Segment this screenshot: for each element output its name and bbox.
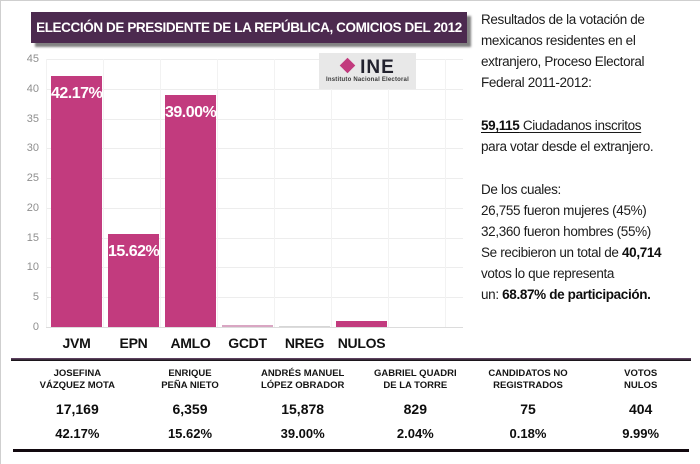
candidate-percent: 9.99% — [622, 426, 660, 441]
y-axis-tick-label: 5 — [32, 291, 39, 304]
bar-amlo: 39.00% — [165, 94, 217, 327]
y-axis-tick-label: 45 — [26, 53, 39, 65]
table-column: ANDRÉS MANUEL LÓPEZ OBRADOR 15,878 39.00% — [246, 368, 359, 441]
text-segment: Ciudadanos inscritos — [519, 118, 642, 133]
bar-jvm: 42.17% — [51, 75, 103, 327]
gridline-h — [46, 59, 463, 60]
table-column: VOTOS NULOS 404 9.99% — [584, 368, 697, 441]
text-segment: De los cuales: 26,755 fueron mujeres (45… — [481, 182, 651, 260]
candidate-votes: 404 — [628, 401, 653, 417]
text-segment: para votar desde el extranjero. — [481, 139, 654, 154]
x-axis-label: NREG — [284, 335, 325, 351]
text-segment: 68.87% de participación. — [502, 287, 651, 302]
candidate-percent: 0.18% — [509, 426, 547, 441]
gridline-v — [388, 59, 389, 327]
y-axis-tick-label: 30 — [26, 142, 39, 155]
candidate-name: VOTOS NULOS — [624, 368, 658, 391]
y-axis-tick-label: 20 — [26, 201, 39, 214]
candidate-percent: 2.04% — [396, 426, 434, 441]
candidate-name: JOSEFINA VÁZQUEZ MOTA — [39, 368, 115, 391]
table-top-rule — [11, 358, 691, 361]
candidate-percent: 39.00% — [280, 426, 325, 441]
candidate-percent: 42.17% — [55, 426, 100, 441]
results-table: JOSEFINA VÁZQUEZ MOTA 17,169 42.17% ENRIQUE… — [1, 358, 700, 452]
candidate-votes: 17,169 — [55, 401, 99, 417]
gridline-v — [274, 59, 275, 327]
x-axis-label: AMLO — [170, 335, 211, 351]
y-axis-tick-label: 40 — [26, 82, 39, 95]
gridline-v — [160, 59, 161, 327]
gridline-v — [46, 59, 47, 327]
bar-epn: 15.62% — [108, 233, 160, 327]
page-title: ELECCIÓN DE PRESIDENTE DE LA REPÚBLICA, … — [36, 20, 462, 35]
candidate-name: GABRIEL QUADRI DE LA TORRE — [373, 368, 457, 391]
bar-gcdt — [222, 324, 273, 327]
text-segment: 59,115 — [481, 118, 520, 133]
table-column: ENRIQUE PEÑA NIETO 6,359 15.62% — [134, 368, 247, 441]
ine-caption: Instituto Nacional Electoral — [326, 77, 409, 83]
gridline-h — [46, 178, 463, 180]
bar-nreg — [279, 326, 330, 327]
candidate-name: ENRIQUE PEÑA NIETO — [161, 368, 219, 391]
plot-area: 42.17% 15.62% 39.00% — [46, 59, 463, 328]
text-segment: votos lo que representa un: — [481, 266, 615, 302]
gridline-h — [46, 267, 463, 269]
table-column: CANDIDATOS NO REGISTRADOS 75 0.18% — [472, 368, 585, 441]
panel-paragraph: Resultados de la votación de mexicanos r… — [481, 9, 699, 93]
gridline-v — [445, 59, 446, 327]
candidate-name: CANDIDATOS NO REGISTRADOS — [488, 368, 568, 391]
gridline-v — [103, 59, 104, 327]
y-axis-tick-label: 15 — [26, 231, 39, 244]
title-banner: ELECCIÓN DE PRESIDENTE DE LA REPÚBLICA, … — [31, 12, 467, 43]
gridline-h — [46, 327, 463, 328]
table-column: JOSEFINA VÁZQUEZ MOTA 17,169 42.17% — [21, 368, 134, 441]
panel-paragraph: De los cuales: 26,755 fueron mujeres (45… — [481, 179, 699, 305]
y-axis-tick-label: 35 — [26, 112, 39, 125]
x-axis-label: NULOS — [337, 335, 386, 351]
gridline-h — [46, 237, 463, 239]
election-bar-chart: 42.17% 15.62% 39.00% INE Instituto Naciona… — [1, 45, 473, 359]
bar-value-label: 15.62% — [108, 242, 160, 260]
text-segment: 40,714 — [622, 245, 662, 260]
gridline-h — [46, 148, 463, 150]
gridline-h — [46, 88, 463, 90]
x-axis-label: GCDT — [228, 335, 267, 351]
y-axis-tick-label: 10 — [26, 261, 39, 274]
x-axis-label: EPN — [119, 335, 148, 351]
ine-logo: INE Instituto Nacional Electoral — [319, 53, 416, 89]
candidate-votes: 75 — [520, 401, 536, 417]
candidate-name: ANDRÉS MANUEL LÓPEZ OBRADOR — [260, 368, 345, 391]
candidate-percent: 15.62% — [167, 426, 213, 441]
table-bottom-rule — [13, 449, 689, 452]
text-segment: Resultados de la votación de mexicanos r… — [481, 12, 645, 90]
ine-wordmark: INE — [360, 57, 395, 78]
bar-nulos — [336, 321, 387, 327]
gridline-h — [46, 297, 463, 299]
panel-paragraph: 59,115 Ciudadanos inscritos para votar d… — [481, 115, 699, 157]
y-axis-tick-label: 0 — [32, 321, 39, 333]
gridline-h — [46, 207, 463, 209]
y-axis-tick-label: 25 — [26, 172, 39, 185]
candidate-votes: 829 — [403, 401, 427, 417]
gridline-v — [331, 59, 332, 327]
table-column: GABRIEL QUADRI DE LA TORRE 829 2.04% — [359, 368, 472, 441]
gridline-v — [217, 59, 218, 327]
x-axis-label: JVM — [62, 335, 91, 351]
candidate-votes: 15,878 — [281, 401, 325, 417]
table-grid: JOSEFINA VÁZQUEZ MOTA 17,169 42.17% ENRIQUE… — [1, 361, 700, 441]
ine-diamond-icon — [339, 57, 356, 75]
bar-value-label: 39.00% — [165, 103, 217, 121]
summary-text-panel: Resultados de la votación de mexicanos r… — [481, 9, 699, 327]
gridline-h — [46, 118, 463, 120]
candidate-votes: 6,359 — [172, 401, 208, 417]
bar-value-label: 42.17% — [51, 84, 103, 102]
